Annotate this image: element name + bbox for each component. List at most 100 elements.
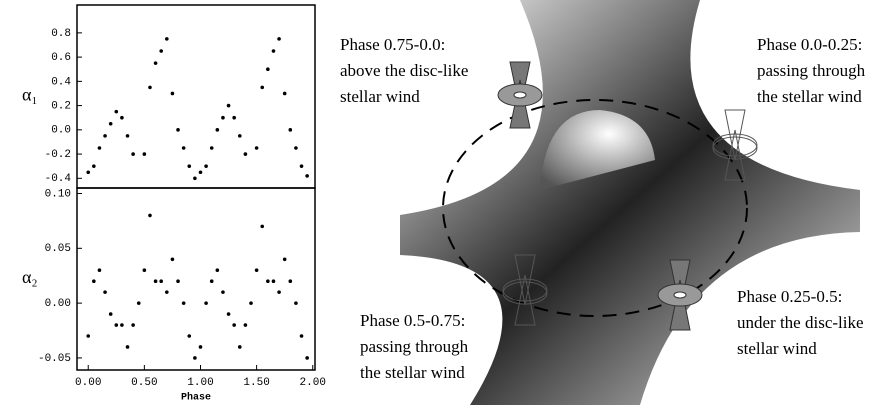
data-point: [204, 164, 208, 168]
data-point: [181, 301, 186, 305]
phase-label: Phase 0.25-0.5:: [737, 287, 842, 306]
data-point: [92, 279, 96, 283]
data-point: [266, 67, 270, 72]
data-point: [294, 301, 298, 305]
x-tick-label: 0.50: [131, 377, 157, 389]
y-tick-label: 0.0: [51, 125, 71, 137]
data-point: [165, 290, 169, 294]
data-point: [209, 146, 214, 150]
x-tick-label: 0.00: [75, 377, 101, 389]
data-point: [108, 312, 113, 316]
data-point: [305, 174, 309, 178]
data-point: [187, 164, 192, 168]
data-point: [277, 37, 281, 41]
y-tick-label: -0.4: [45, 173, 72, 185]
data-point: [153, 61, 158, 65]
data-point: [243, 323, 248, 327]
data-point: [198, 170, 203, 175]
data-point: [282, 91, 287, 96]
data-point: [125, 345, 130, 349]
data-point: [237, 134, 242, 138]
data-point: [103, 290, 107, 294]
data-point: [193, 356, 197, 360]
data-point: [215, 128, 220, 132]
plot-frame: [76, 187, 316, 371]
x-tick-label: 2.00: [300, 377, 326, 389]
data-point: [260, 224, 265, 229]
data-point: [221, 290, 225, 294]
pulsar: [497, 61, 543, 129]
phase-label: passing through: [360, 337, 469, 356]
data-point: [277, 290, 281, 294]
data-point: [193, 176, 197, 181]
data-point: [226, 312, 231, 316]
pulsar: [657, 259, 703, 331]
phase-label: stellar wind: [737, 339, 817, 358]
y-tick-label: 0.05: [45, 243, 71, 255]
data-point: [260, 85, 265, 90]
phase-label: stellar wind: [340, 87, 420, 106]
data-point: [97, 146, 102, 150]
pulsar: [712, 109, 758, 181]
data-point: [232, 323, 236, 327]
x-tick-label: 1.50: [243, 377, 269, 389]
y-axis-label: α₂: [22, 267, 38, 287]
phase-label: Phase 0.75-0.0:: [340, 35, 445, 54]
data-point: [299, 164, 304, 168]
data-point: [142, 268, 147, 273]
data-point: [282, 257, 287, 262]
y-axis-label: α₁: [22, 85, 38, 105]
data-point: [148, 213, 152, 218]
stellar-wind: [400, 0, 860, 405]
data-point: [86, 334, 91, 338]
phase-label: the stellar wind: [757, 87, 862, 106]
data-point: [226, 103, 231, 108]
data-point: [221, 115, 225, 120]
data-point: [243, 152, 248, 156]
phase-label: Phase 0.5-0.75:: [360, 311, 465, 330]
data-point: [120, 323, 124, 327]
orbit: [442, 99, 748, 317]
pulsar: [502, 254, 548, 326]
data-point: [181, 146, 186, 150]
data-point: [131, 152, 135, 156]
y-tick-label: 0.2: [51, 100, 71, 112]
phase-label: above the disc-like: [340, 61, 468, 80]
data-point: [299, 334, 304, 338]
data-point: [142, 152, 147, 156]
x-tick-label: 1.00: [187, 377, 213, 389]
x-axis-label: Phase: [181, 392, 211, 404]
diagram: [400, 0, 860, 405]
data-point: [209, 279, 214, 283]
data-point: [305, 356, 309, 360]
data-point: [198, 345, 203, 349]
phase-label: under the disc-like: [737, 313, 864, 332]
data-point: [114, 323, 119, 327]
data-point: [271, 49, 276, 53]
data-point: [159, 49, 163, 53]
data-point: [215, 268, 220, 273]
data-point: [131, 323, 135, 327]
data-point: [153, 279, 158, 283]
y-tick-label: 0.00: [45, 298, 71, 310]
phase-label: passing through: [757, 61, 866, 80]
phase-label: the stellar wind: [360, 363, 465, 382]
data-point: [237, 345, 242, 349]
plot-frame: [76, 4, 316, 189]
star: [540, 110, 655, 190]
data-point: [176, 128, 180, 132]
data-point: [92, 164, 96, 168]
data-point: [108, 121, 113, 126]
data-point: [103, 134, 107, 138]
data-point: [271, 279, 276, 283]
data-point: [159, 279, 163, 283]
data-point: [114, 109, 119, 114]
y-tick-label: 0.8: [51, 28, 71, 40]
data-point: [86, 170, 91, 175]
data-point: [204, 301, 208, 305]
data-point: [125, 134, 130, 138]
data-point: [232, 115, 236, 120]
phase-label: Phase 0.0-0.25:: [757, 35, 862, 54]
data-point: [288, 128, 293, 132]
data-point: [170, 257, 175, 262]
